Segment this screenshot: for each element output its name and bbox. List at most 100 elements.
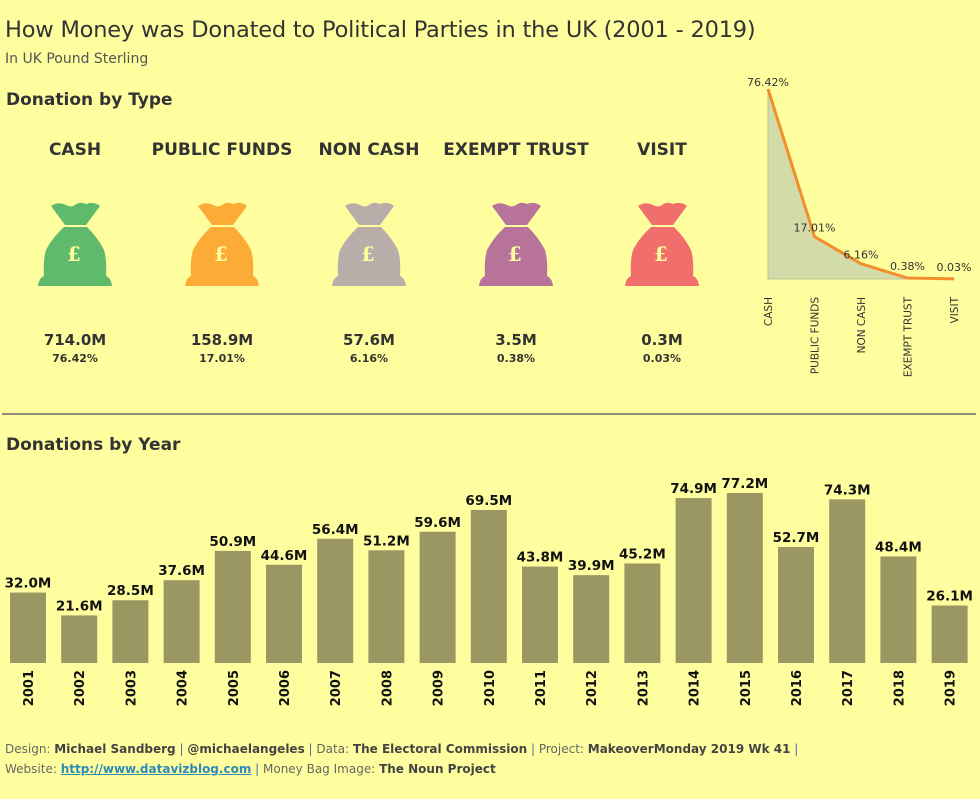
year-bar — [470, 509, 507, 663]
donation-type-visit: VISIT £0.3M 0.03% — [587, 140, 737, 365]
bar-value-label: 56.4M — [312, 522, 359, 538]
pareto-data-label: 76.42% — [747, 76, 789, 89]
type-amount: 57.6M — [343, 331, 395, 349]
bar-value-label: 44.6M — [261, 548, 308, 564]
bar-value-label: 51.2M — [363, 533, 410, 549]
type-amount: 3.5M — [495, 331, 537, 349]
image-label: Money Bag Image: — [263, 762, 380, 776]
bar-value-label: 28.5M — [107, 583, 154, 599]
year-tick-label: 2015 — [739, 670, 754, 706]
type-amount: 714.0M — [43, 331, 107, 349]
footer-text: Data: — [316, 742, 353, 756]
pareto-data-label: 0.03% — [937, 261, 972, 274]
year-tick-label: 2002 — [73, 670, 88, 706]
money-bag-icon: £ — [625, 202, 699, 286]
year-tick-label: 2011 — [534, 670, 549, 706]
year-tick-label: 2019 — [944, 670, 959, 706]
bar-value-label: 45.2M — [619, 546, 666, 562]
year-tick-label: 2018 — [892, 670, 907, 706]
footer-text: @michaelangeles — [187, 742, 305, 756]
year-bar — [266, 564, 302, 663]
bar-value-label: 39.9M — [568, 558, 615, 574]
type-percent: 0.03% — [642, 352, 682, 365]
year-bar — [675, 498, 712, 663]
pound-sign: £ — [67, 242, 81, 266]
year-tick-label: 2003 — [124, 670, 139, 706]
year-bar — [573, 575, 610, 663]
bar-value-label: 77.2M — [721, 476, 768, 492]
year-bar — [726, 493, 763, 663]
footer-separator: | — [251, 762, 263, 776]
money-bag-icon: £ — [332, 202, 406, 286]
bar-value-label: 69.5M — [465, 493, 512, 509]
year-bar — [880, 556, 917, 663]
footer-credits: Design: Michael Sandberg | @michaelangel… — [5, 742, 798, 756]
type-amount: 0.3M — [641, 331, 683, 349]
year-bar — [61, 615, 98, 663]
year-tick-label: 2013 — [636, 670, 651, 706]
pareto-tick-label: PUBLIC FUNDS — [810, 297, 822, 375]
bar-value-label: 21.6M — [56, 598, 103, 614]
footer-text: Project: — [538, 742, 588, 756]
website-label: Website: — [5, 762, 61, 776]
year-bar — [624, 563, 661, 663]
bar-value-label: 37.6M — [158, 563, 205, 579]
footer-separator: | — [304, 742, 317, 756]
footer-text: MakeoverMonday 2019 Wk 41 — [587, 742, 791, 756]
donation-type-non-cash: NON CASH £57.6M 6.16% — [294, 140, 444, 365]
money-bag-icon: £ — [479, 202, 553, 286]
pound-sign: £ — [361, 242, 375, 266]
donation-type-cash: CASH £714.0M 76.42% — [0, 140, 150, 365]
year-tick-label: 2009 — [432, 670, 447, 706]
bar-value-label: 52.7M — [773, 530, 820, 546]
type-percent: 6.16% — [349, 352, 389, 365]
type-name: PUBLIC FUNDS — [151, 140, 293, 160]
pareto-data-label: 6.16% — [844, 249, 879, 262]
pareto-tick-label: EXEMPT TRUST — [903, 296, 915, 377]
pareto-data-label: 0.38% — [890, 260, 925, 273]
page-title: How Money was Donated to Political Parti… — [5, 17, 756, 43]
year-tick-label: 2014 — [688, 670, 703, 706]
pound-sign: £ — [654, 242, 668, 266]
year-bar — [10, 592, 46, 663]
type-name: EXEMPT TRUST — [443, 140, 589, 160]
type-percent: 76.42% — [52, 352, 98, 365]
year-bar — [522, 566, 558, 663]
donations-by-year-heading: Donations by Year — [6, 435, 181, 455]
donation-by-type-heading: Donation by Type — [6, 90, 173, 110]
bar-value-label: 26.1M — [926, 589, 973, 605]
year-tick-label: 2004 — [176, 670, 191, 706]
pound-sign: £ — [214, 242, 228, 266]
page-subtitle: In UK Pound Sterling — [5, 51, 149, 67]
year-bar — [214, 550, 251, 663]
footer-separator: | — [790, 742, 799, 756]
year-bar — [163, 580, 200, 663]
year-tick-label: 2006 — [278, 670, 293, 706]
year-tick-label: 2010 — [483, 670, 498, 706]
footer-text: Michael Sandberg — [54, 742, 176, 756]
footer-website: Website: http://www.datavizblog.com | Mo… — [5, 762, 496, 776]
type-name: NON CASH — [318, 140, 420, 160]
year-tick-label: 2005 — [227, 670, 242, 706]
footer-separator: | — [527, 742, 539, 756]
pound-sign: £ — [508, 242, 522, 266]
bar-value-label: 59.6M — [414, 515, 461, 531]
footer-separator: | — [175, 742, 188, 756]
year-bar — [368, 550, 405, 663]
bar-value-label: 74.9M — [670, 481, 717, 497]
year-bar — [778, 546, 814, 663]
year-tick-label: 2012 — [585, 670, 600, 706]
year-bar — [317, 538, 354, 663]
pareto-line — [766, 88, 955, 281]
year-bar — [419, 531, 456, 663]
pareto-data-label: 17.01% — [794, 222, 836, 235]
image-source: The Noun Project — [379, 762, 496, 776]
year-tick-label: 2017 — [841, 670, 856, 706]
bar-value-label: 74.3M — [824, 482, 871, 498]
website-link[interactable]: http://www.datavizblog.com — [60, 762, 252, 776]
year-tick-label: 2007 — [329, 670, 344, 706]
type-percent: 0.38% — [496, 352, 536, 365]
section-divider — [2, 413, 976, 415]
pareto-tick-label: NON CASH — [856, 297, 868, 353]
year-tick-label: 2001 — [22, 670, 37, 706]
